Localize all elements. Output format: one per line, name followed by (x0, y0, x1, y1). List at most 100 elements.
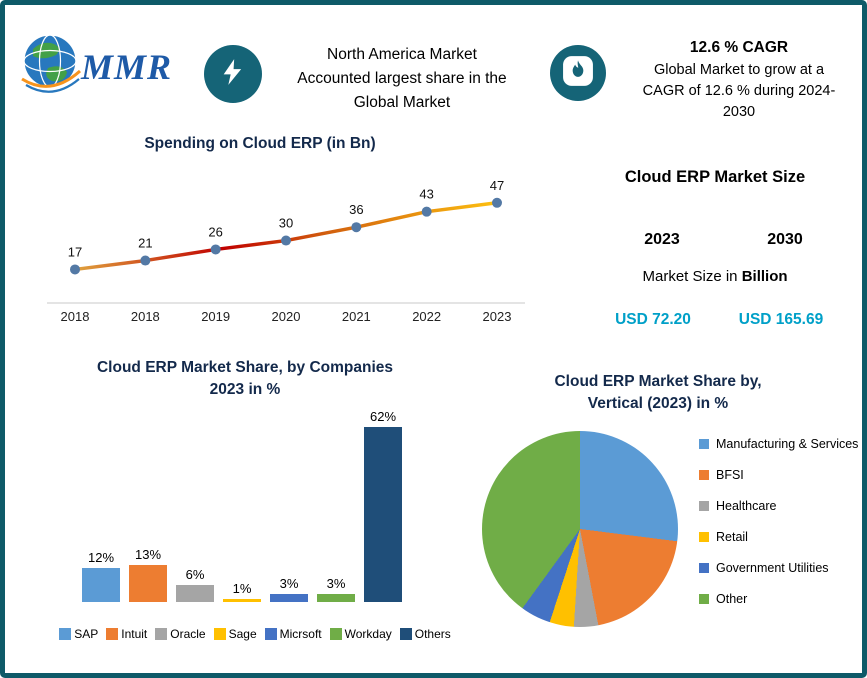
pie-chart (482, 431, 678, 627)
cagr-body: Global Market to grow at a CAGR of 12.6 … (642, 62, 836, 120)
line-chart-title: Spending on Cloud ERP (in Bn) (144, 135, 376, 152)
legend-label: Sage (228, 627, 257, 641)
line-point (351, 222, 362, 233)
line-chart: 17 21 26 30 36 43 47 2018 2018 2019 2020 2021 2022 20… (47, 178, 525, 324)
line-value-label: 17 (68, 244, 82, 259)
logo-text: MMR (81, 46, 173, 87)
line-value-label: 26 (208, 224, 222, 239)
legend-swatch (699, 563, 709, 573)
pie-legend-item-manufacturing-services: Manufacturing & Services (699, 437, 862, 452)
flame-badge (550, 45, 606, 101)
legend-swatch (155, 628, 168, 640)
line-value-label: 36 (349, 202, 363, 217)
mmr-logo: MMR (17, 29, 172, 104)
bar-chart: 12% 13% 6% 1% 3% 3% 62% (82, 409, 422, 602)
x-tick-label: 2023 (483, 309, 512, 324)
legend-swatch (106, 628, 119, 640)
legend-swatch (213, 628, 226, 640)
bar-value-label: 1% (232, 581, 252, 596)
legend-swatch (699, 594, 709, 604)
legend-swatch (699, 501, 709, 511)
bar-others: 62% (364, 409, 402, 602)
legend-swatch (699, 532, 709, 542)
legend-label: Others (414, 627, 451, 641)
bar-legend-item-intuit: Intuit (106, 627, 147, 641)
legend-label: SAP (74, 627, 99, 641)
bar-rect (317, 594, 355, 602)
pie-legend-item-retail: Retail (699, 530, 862, 545)
market-size-title: Cloud ERP Market Size (624, 168, 806, 186)
market-size-value-right: USD 165.69 (738, 311, 824, 328)
legend-label: Government Utilities (716, 561, 829, 575)
bar-sap: 12% (82, 550, 120, 602)
legend-label: Oracle (170, 627, 206, 641)
bar-legend-item-others: Others (399, 627, 451, 641)
north-america-highlight: North America Market Accounted largest s… (297, 46, 507, 111)
cagr-title: 12.6 % CAGR (689, 39, 789, 56)
pie-legend-item-other: Other (699, 592, 862, 607)
market-size-subtitle: Market Size in Billion (565, 268, 862, 285)
legend-swatch (329, 628, 342, 640)
lightning-badge (204, 45, 262, 103)
x-tick-label: 2018 (131, 309, 160, 324)
bar-rect (82, 568, 120, 602)
market-size-value-left: USD 72.20 (615, 311, 691, 328)
legend-swatch (699, 439, 709, 449)
bar-oracle: 6% (176, 567, 214, 602)
legend-label: Manufacturing & Services (716, 437, 859, 451)
bar-legend-item-oracle: Oracle (155, 627, 206, 641)
lightning-icon (219, 58, 247, 91)
bar-rect (270, 594, 308, 602)
legend-swatch (399, 628, 412, 640)
x-tick-label: 2021 (342, 309, 371, 324)
legend-swatch (699, 470, 709, 480)
line-point (70, 264, 80, 275)
legend-label: BFSI (716, 468, 744, 482)
line-value-label: 47 (490, 178, 504, 193)
bar-chart-title: Cloud ERP Market Share, by Companies 202… (96, 359, 393, 398)
pie-legend-item-government-utilities: Government Utilities (699, 561, 862, 576)
line-value-label: 43 (419, 187, 433, 202)
x-tick-label: 2019 (201, 309, 230, 324)
market-size-subtitle-prefix: Market Size in (642, 268, 742, 285)
flame-icon (562, 55, 594, 92)
bar-legend-item-sap: SAP (59, 627, 98, 641)
globe-icon (17, 29, 87, 104)
legend-swatch (264, 628, 277, 640)
pie-legend-item-bfsi: BFSI (699, 468, 862, 483)
legend-label: Workday (344, 627, 392, 641)
bar-value-label: 3% (326, 576, 346, 591)
bar-value-label: 3% (279, 576, 299, 591)
bar-chart-legend: SAP Intuit Oracle Sage Micrsoft Workday Others (50, 627, 460, 641)
bar-legend-item-micrsoft: Micrsoft (264, 627, 322, 641)
line-point (492, 197, 502, 208)
line-point (281, 235, 291, 246)
bar-value-label: 62% (369, 409, 397, 424)
bar-legend-item-sage: Sage (213, 627, 257, 641)
legend-label: Micrsoft (279, 627, 322, 641)
bar-rect (129, 565, 167, 602)
bar-sage: 1% (223, 581, 261, 602)
market-size-subtitle-unit: Billion (741, 268, 788, 285)
line-point (140, 255, 151, 266)
legend-label: Retail (716, 530, 748, 544)
line-value-label: 30 (279, 216, 293, 231)
bar-rect (223, 599, 261, 602)
legend-label: Other (716, 592, 748, 606)
bar-micrsoft: 3% (270, 576, 308, 602)
pie-legend-item-healthcare: Healthcare (699, 499, 862, 514)
bar-rect (364, 427, 402, 602)
pie-chart-title: Cloud ERP Market Share by, Vertical (202… (554, 373, 762, 412)
line-point (210, 244, 221, 255)
x-tick-label: 2022 (412, 309, 441, 324)
x-tick-label: 2018 (61, 309, 90, 324)
bar-intuit: 13% (129, 547, 167, 602)
x-tick-label: 2020 (272, 309, 301, 324)
cagr-callout: 12.6 % CAGR Global Market to grow at a C… (613, 39, 862, 123)
legend-swatch (59, 628, 72, 640)
market-size-year-left: 2023 (644, 231, 680, 248)
market-size-year-right: 2030 (767, 231, 803, 248)
bar-value-label: 12% (87, 550, 115, 565)
bar-legend-item-workday: Workday (329, 627, 392, 641)
